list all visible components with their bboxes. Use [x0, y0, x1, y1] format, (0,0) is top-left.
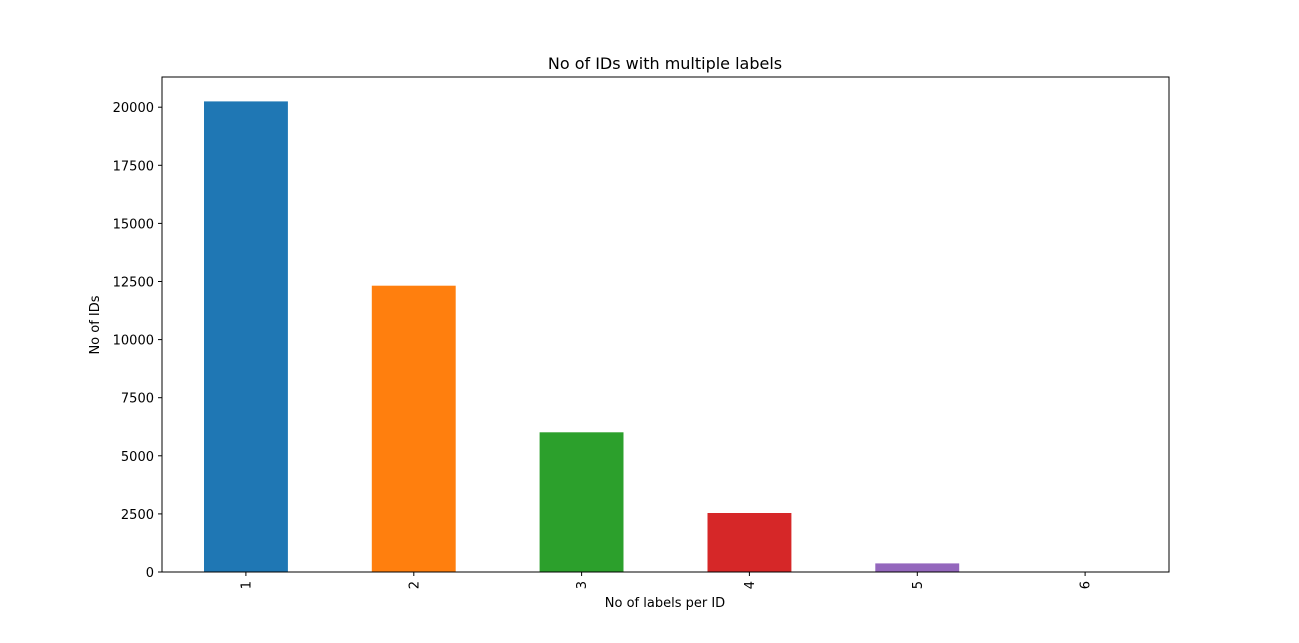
y-tick-label: 17500 — [113, 159, 154, 174]
x-axis-label: No of labels per ID — [605, 596, 725, 611]
x-tick-label: 4 — [743, 581, 758, 589]
bar-3 — [539, 432, 624, 572]
plot-area-frame — [161, 76, 1170, 573]
x-tick-label: 5 — [911, 581, 926, 589]
y-axis-label: No of IDs — [88, 295, 103, 354]
bar-1 — [204, 101, 288, 573]
y-tick-label: 5000 — [121, 450, 154, 465]
chart-title: No of IDs with multiple labels — [548, 54, 782, 73]
y-tick-label: 0 — [146, 566, 154, 581]
x-tick-label: 3 — [575, 581, 590, 589]
y-tick-label: 12500 — [113, 276, 154, 291]
y-tick-label: 10000 — [113, 334, 154, 349]
y-tick-label: 2500 — [121, 508, 154, 523]
bar-5 — [875, 563, 960, 572]
x-tick-label: 6 — [1079, 581, 1094, 589]
y-tick-label: 20000 — [113, 101, 154, 116]
x-tick-label: 2 — [407, 581, 422, 589]
x-tick-label: 1 — [239, 581, 254, 589]
bar-2 — [371, 285, 456, 572]
bar-4 — [707, 513, 792, 572]
y-tick-label: 15000 — [113, 217, 154, 232]
y-axis-ticks: 0 2500 5000 7500 10000 12500 15000 17500 20000 — [113, 101, 162, 581]
x-axis-ticks: 1 2 3 4 5 6 — [239, 572, 1094, 589]
y-tick-label: 7500 — [121, 392, 154, 407]
